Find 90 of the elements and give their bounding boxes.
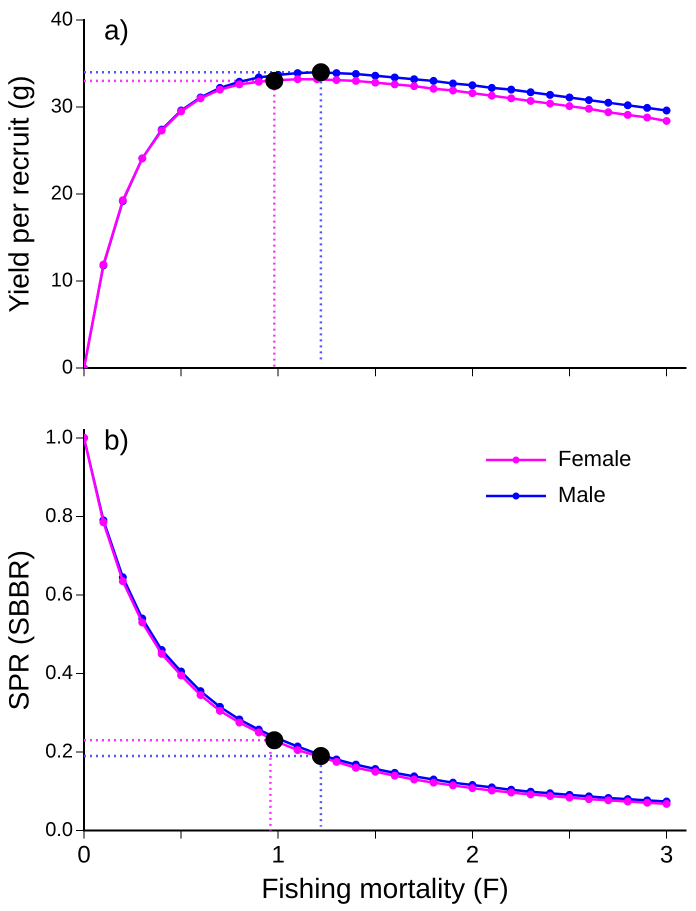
point	[352, 764, 360, 772]
y-axis-title: SPR (SBBR)	[4, 550, 35, 710]
point	[254, 728, 263, 736]
point	[507, 788, 516, 797]
point	[448, 86, 457, 95]
point	[118, 577, 127, 586]
x-axis-title: Fishing mortality (F)	[261, 872, 509, 904]
point	[643, 113, 652, 122]
point	[624, 101, 632, 110]
point	[468, 81, 476, 90]
point	[526, 790, 535, 798]
y-tick-label: 10	[50, 270, 73, 292]
point	[332, 76, 340, 84]
point	[662, 106, 671, 115]
point	[312, 63, 330, 82]
point	[488, 786, 496, 795]
point	[430, 778, 438, 787]
annotation: a)	[104, 14, 129, 46]
point	[662, 116, 671, 125]
point	[624, 110, 632, 119]
point	[507, 86, 516, 94]
point	[584, 795, 593, 804]
point	[158, 650, 166, 658]
legend-label: Female	[558, 446, 632, 472]
y-tick-label: 0.4	[45, 662, 73, 684]
point	[410, 82, 418, 90]
point	[507, 94, 516, 102]
point	[604, 796, 612, 804]
point	[468, 784, 476, 792]
y-axis-title: Yield per recruit (g)	[4, 76, 35, 313]
y-tick-label: 0	[62, 356, 73, 379]
point	[177, 671, 186, 680]
y-tick-label: 40	[50, 8, 73, 31]
annotation: b)	[104, 424, 129, 456]
point	[604, 108, 612, 116]
x-tick-label: 2	[466, 842, 480, 869]
point	[235, 718, 244, 727]
point	[526, 96, 535, 105]
point	[265, 731, 284, 750]
point	[196, 691, 205, 700]
point	[565, 93, 574, 102]
point	[565, 794, 574, 802]
point	[312, 746, 330, 765]
y-tick-label: 0.2	[45, 740, 73, 763]
point	[390, 73, 399, 82]
point	[390, 772, 399, 780]
y-tick-label: 0.6	[45, 583, 73, 606]
point	[565, 102, 574, 110]
point	[488, 84, 496, 92]
point	[546, 792, 554, 800]
point	[624, 798, 632, 806]
point	[390, 80, 399, 88]
point	[468, 89, 476, 98]
point	[216, 706, 224, 715]
point	[546, 90, 554, 99]
point	[448, 781, 457, 790]
point	[526, 88, 535, 96]
point	[254, 78, 263, 86]
point	[604, 98, 612, 107]
point	[488, 92, 496, 100]
point	[410, 776, 418, 784]
point	[352, 76, 360, 85]
point	[265, 72, 284, 90]
point	[430, 84, 438, 93]
point	[371, 72, 380, 80]
y-tick-label: 30	[50, 96, 73, 118]
y-tick-label: 20	[50, 182, 73, 205]
point	[332, 69, 340, 78]
point	[448, 80, 457, 88]
y-tick-label: 0.0	[45, 819, 73, 842]
point	[235, 80, 244, 88]
point	[371, 78, 380, 87]
x-tick-label: 1	[272, 842, 285, 869]
point	[430, 76, 438, 85]
y-tick-label: 0.8	[45, 504, 73, 527]
point	[352, 70, 360, 78]
point	[584, 96, 593, 104]
point	[138, 618, 146, 626]
point	[294, 75, 302, 84]
point	[294, 746, 302, 754]
point	[643, 798, 652, 807]
point	[410, 75, 418, 84]
point	[643, 104, 652, 112]
legend-label: Male	[558, 482, 606, 508]
point	[546, 100, 554, 108]
x-tick-label: 3	[660, 842, 674, 869]
point	[584, 104, 593, 113]
x-tick-label: 0	[77, 842, 91, 869]
y-tick-label: 1.0	[45, 426, 73, 448]
point	[371, 768, 380, 776]
